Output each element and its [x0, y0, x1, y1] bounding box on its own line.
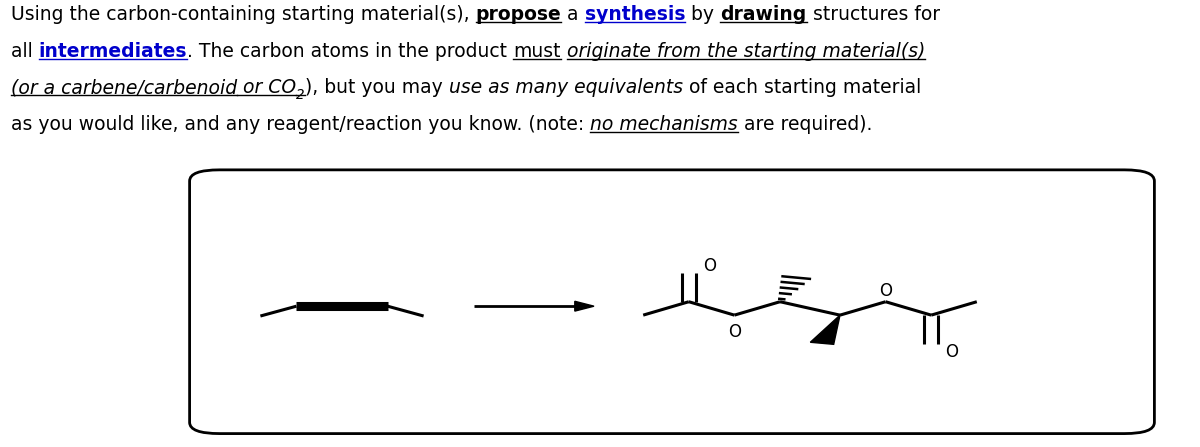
Text: no mechanisms: no mechanisms	[590, 115, 738, 134]
Text: use as many equivalents: use as many equivalents	[449, 78, 683, 97]
Text: Using the carbon-containing starting material(s),: Using the carbon-containing starting mat…	[11, 5, 475, 24]
Text: O: O	[703, 257, 716, 274]
Text: 2: 2	[296, 88, 305, 102]
Text: propose: propose	[475, 5, 562, 24]
Text: a: a	[562, 5, 584, 24]
Text: intermediates: intermediates	[38, 42, 187, 61]
Text: O: O	[880, 282, 892, 299]
Text: are required).: are required).	[738, 115, 872, 134]
Text: synthesis: synthesis	[584, 5, 685, 24]
Text: drawing: drawing	[720, 5, 806, 24]
Text: originate from the starting material(s): originate from the starting material(s)	[566, 42, 925, 61]
Text: structures for: structures for	[806, 5, 940, 24]
Text: O: O	[728, 323, 740, 341]
Text: must: must	[514, 42, 560, 61]
Text: . The carbon atoms in the product: . The carbon atoms in the product	[187, 42, 514, 61]
Text: by: by	[685, 5, 720, 24]
Text: of each starting material: of each starting material	[683, 78, 920, 97]
Text: (or a carbene/carbenoid: (or a carbene/carbenoid	[11, 78, 238, 97]
Text: or CO: or CO	[238, 78, 296, 97]
Text: O: O	[946, 343, 959, 361]
Text: all: all	[11, 42, 38, 61]
Text: ), but you may: ), but you may	[305, 78, 449, 97]
Text: as you would like, and any reagent/reaction you know. (note:: as you would like, and any reagent/react…	[11, 115, 590, 134]
